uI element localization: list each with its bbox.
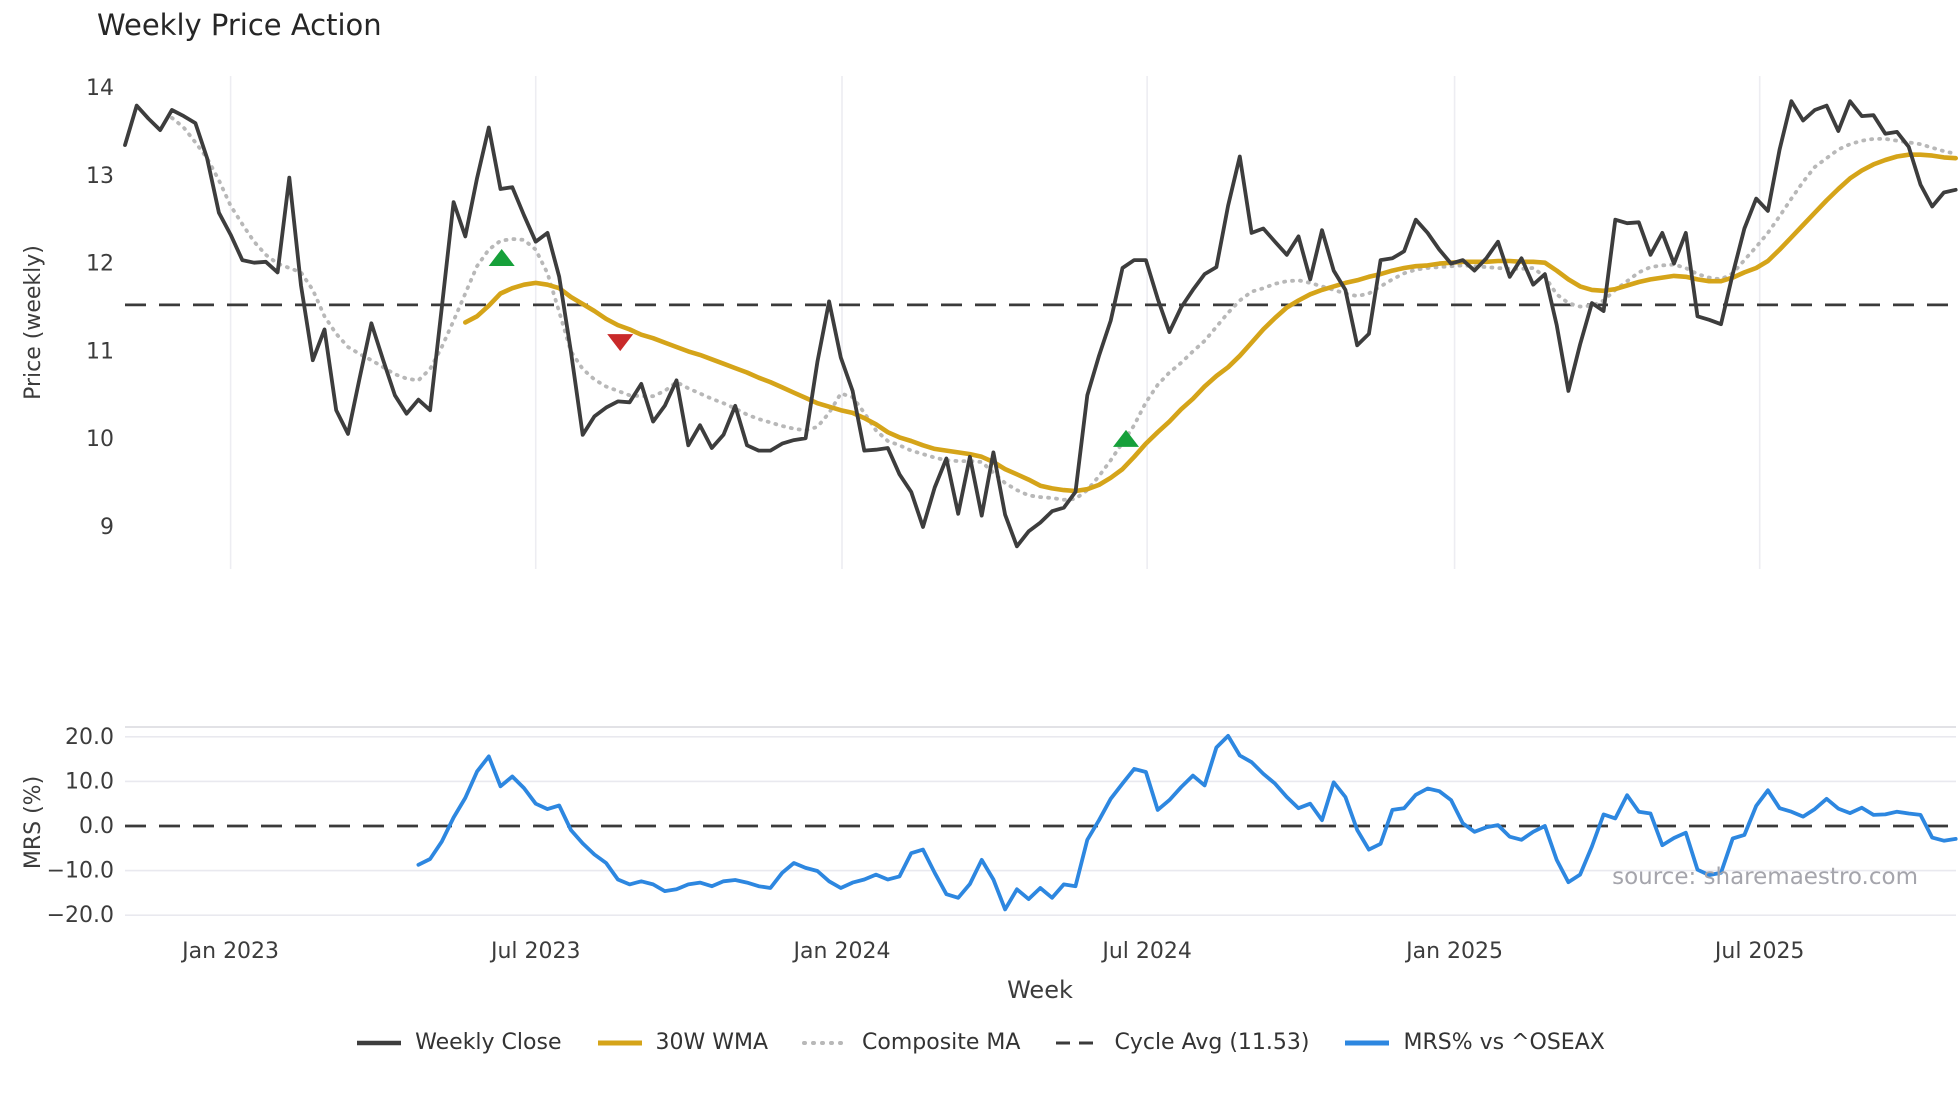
y-tick-label-price: 12	[86, 252, 114, 277]
legend-label: MRS% vs ^OSEAX	[1403, 1030, 1605, 1055]
x-tick-label: Jan 2024	[792, 939, 891, 964]
y-tick-label-price: 9	[100, 515, 114, 540]
legend-label: Composite MA	[862, 1030, 1021, 1055]
y-tick-label-price: 14	[86, 76, 114, 101]
legend-label: 30W WMA	[655, 1030, 769, 1055]
buy-signal-marker	[488, 248, 515, 266]
x-tick-label: Jul 2024	[1100, 939, 1192, 964]
legend-swatch-dashed	[1056, 1041, 1101, 1044]
x-tick-label: Jan 2025	[1404, 939, 1503, 964]
y-tick-label-mrs: −20.0	[47, 903, 114, 928]
legend-swatch-solid	[357, 1040, 402, 1045]
legend-label: Cycle Avg (11.53)	[1114, 1030, 1310, 1055]
y-tick-label-price: 13	[86, 164, 114, 189]
weekly-close-line	[123, 99, 1958, 549]
legend-item: MRS% vs ^OSEAX	[1343, 1030, 1605, 1055]
composite-ma-line	[169, 116, 1958, 502]
legend-swatch-solid	[1345, 1040, 1390, 1045]
legend-swatch-solid	[597, 1040, 642, 1045]
buy-signal-marker	[1112, 429, 1139, 447]
legend-item: 30W WMA	[596, 1030, 769, 1055]
legend-item: Composite MA	[802, 1030, 1020, 1055]
mrs-line	[416, 734, 1958, 912]
mrs-axis-title: MRS (%)	[21, 776, 46, 869]
legend-swatch-dotted	[802, 1040, 851, 1045]
source-watermark: source: sharemaestro.com	[1612, 864, 1918, 890]
y-tick-label-mrs: −10.0	[47, 859, 114, 884]
x-axis-title: Week	[1007, 976, 1073, 1004]
y-tick-label-mrs: 20.0	[65, 725, 114, 750]
sell-signal-marker	[607, 334, 634, 352]
x-tick-label: Jul 2023	[489, 939, 581, 964]
x-tick-label: Jul 2025	[1713, 939, 1805, 964]
y-tick-label-price: 11	[86, 339, 114, 364]
legend-label: Weekly Close	[415, 1030, 562, 1055]
price-axis-title: Price (weekly)	[21, 245, 46, 400]
legend-item: Cycle Avg (11.53)	[1054, 1030, 1309, 1055]
y-tick-label-mrs: 10.0	[65, 769, 114, 794]
chart-legend: Weekly Close 30W WMA Composite MA Cycle Avg…	[0, 1030, 1960, 1055]
x-tick-label: Jan 2023	[180, 939, 279, 964]
y-tick-label-price: 10	[86, 427, 114, 452]
y-tick-label-mrs: 0.0	[79, 814, 114, 839]
page-title: Weekly Price Action	[97, 8, 382, 42]
wma-30w-line	[462, 152, 1958, 494]
legend-item: Weekly Close	[355, 1030, 562, 1055]
